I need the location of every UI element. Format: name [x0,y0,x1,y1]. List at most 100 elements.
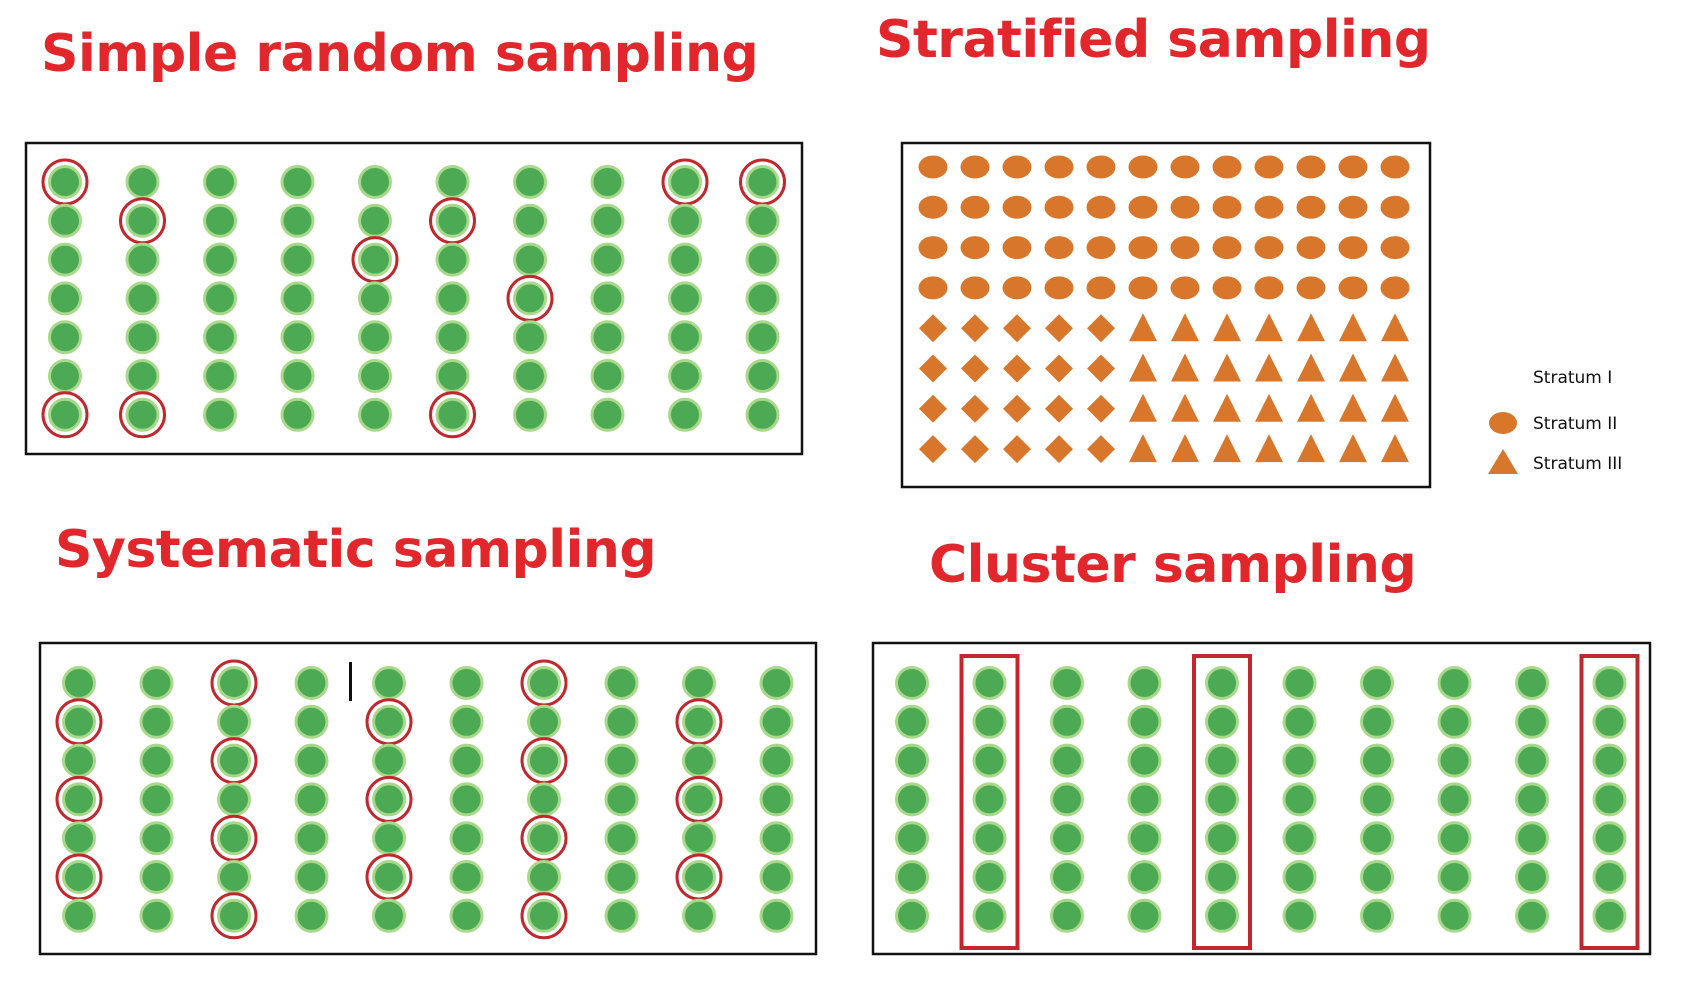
simple-random-dot [668,165,702,199]
stratum-2-ellipse [960,155,990,179]
systematic-dot [682,704,716,739]
systematic-dot [62,860,96,894]
stratum-1-diamond [961,394,989,423]
stratum-3-triangle [1213,393,1241,422]
systematic-dot [62,782,96,817]
cluster-dot [1437,743,1472,778]
stratum-2-ellipse [1128,195,1158,219]
simple-random-dot [668,203,702,238]
cluster-dot [1205,860,1239,894]
cluster-dot [1282,860,1317,894]
simple-random-dot [280,242,315,277]
stratum-2-ellipse [1002,195,1032,219]
stratum-3-triangle [1171,393,1199,422]
cluster-dot [1050,666,1084,700]
stratum-3-triangle [1339,434,1367,463]
systematic-dot [682,782,716,817]
systematic-dot [682,666,716,700]
stratum-3-triangle [1339,313,1367,342]
systematic-dot [527,743,561,778]
stratum-2-ellipse [1212,236,1242,260]
cluster-dot [1437,704,1472,739]
simple-random-dot [513,359,547,393]
simple-random-sampling-title: Simple random sampling [41,24,759,84]
stratum-3-triangle [1381,353,1409,382]
simple-random-dot [745,320,780,355]
systematic-frame [38,641,818,956]
stratum-3-triangle [1213,313,1241,342]
stratum-1-diamond [1045,394,1073,423]
stratum-2-ellipse [1338,155,1368,179]
stratum-2-ellipse [1212,276,1242,300]
simple-random-dot [358,242,392,277]
stratum-1-diamond [1087,354,1115,383]
simple-random-dot [590,242,625,277]
cluster-dot [1050,743,1084,778]
stratum-2-ellipse [960,276,990,300]
stratum-2-ellipse [1128,155,1158,179]
systematic-dot [604,743,639,778]
cluster-dot [1437,860,1472,894]
cluster-dot [1282,743,1317,778]
systematic-dot [527,821,561,856]
stratum-3-triangle [1129,313,1157,342]
stratum-1-diamond [961,354,989,383]
legend-label-stratum-2: Stratum II [1533,414,1617,434]
stratum-2-ellipse [960,195,990,219]
cluster-frame [871,641,1652,956]
legend-label-stratum-3: Stratum III [1533,454,1622,474]
cluster-dot [1127,743,1162,778]
simple-random-dot [668,397,702,432]
cluster-dot [1282,704,1317,739]
simple-random-dot [125,242,160,277]
cluster-selection-box [1579,654,1640,950]
simple-random-dot [48,242,82,277]
systematic-dot [604,782,639,817]
systematic-dot [372,666,406,700]
cluster-dot [1282,666,1317,700]
stratum-2-ellipse [1254,195,1284,219]
stratum-2-ellipse [1002,155,1032,179]
cluster-dot [895,666,929,700]
systematic-dot [449,821,484,856]
systematic-dot [294,782,329,817]
stratum-1-diamond [961,314,989,343]
cluster-dot [1205,666,1239,700]
systematic-dot [372,704,406,739]
systematic-dot [139,898,174,933]
simple-random-dot [125,320,160,355]
cluster-dot [1050,898,1084,933]
simple-random-dot [280,359,315,393]
cluster-dot [895,821,929,856]
cluster-dot [1127,898,1162,933]
systematic-dot [449,666,484,700]
stratum-2-ellipse [1254,236,1284,260]
stratum-3-triangle [1339,353,1367,382]
simple-random-dot [745,397,780,432]
stratum-2-ellipse [1170,195,1200,219]
cluster-selection-box [1192,654,1252,950]
simple-random-dot [435,242,470,277]
simple-random-dot [590,359,625,393]
stratum-1-diamond [919,314,947,343]
cluster-dot [1127,704,1162,739]
systematic-dot [759,782,794,817]
simple-random-dot [513,281,547,316]
simple-random-dot [513,165,547,199]
stratum-2-ellipse [1044,276,1074,300]
stratum-3-triangle [1339,393,1367,422]
cluster-dot [1050,704,1084,739]
systematic-dot [294,704,329,739]
stratum-2-ellipse [918,276,948,300]
cluster-sampling-panel [871,641,1652,956]
cluster-dot [1205,898,1239,933]
systematic-dot [604,860,639,894]
simple-random-dot [513,203,547,238]
stratum-3-triangle [1381,393,1409,422]
stratum-3-triangle [1129,393,1157,422]
cluster-dot [972,898,1007,933]
simple-random-dot [280,203,315,238]
simple-random-dot [745,281,780,316]
stratum-2-ellipse [1086,195,1116,219]
